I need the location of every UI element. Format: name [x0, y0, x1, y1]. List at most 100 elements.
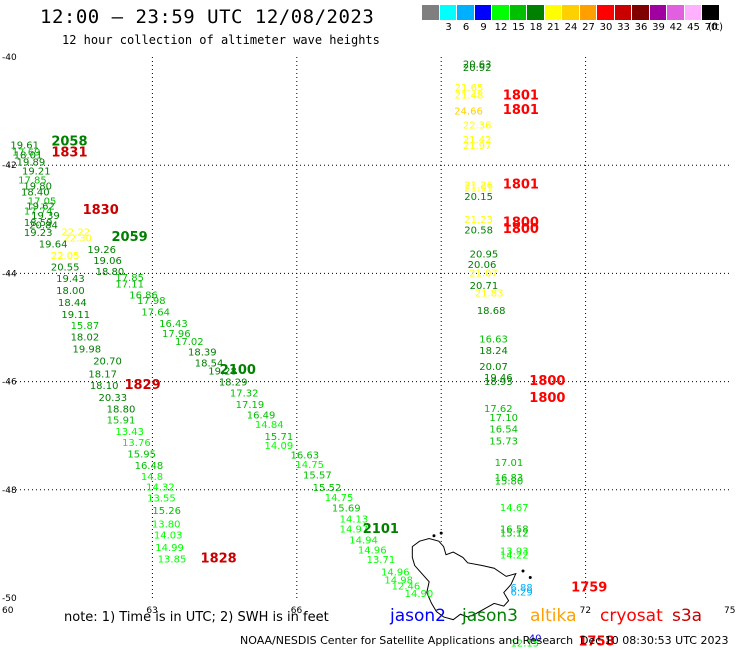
wave-height-value: 15.87: [71, 321, 100, 332]
scale-swatch: [527, 5, 545, 20]
wave-height-value: 20.15: [464, 192, 493, 203]
legend-jason3: jason3: [462, 606, 518, 626]
wave-height-value: 14.67: [500, 503, 529, 514]
scale-swatch: [492, 5, 510, 20]
wave-height-value: 15.95: [127, 449, 156, 460]
wave-height-value: 16.48: [135, 461, 164, 472]
scale-swatch: [579, 5, 597, 20]
wave-height-value: 13.76: [122, 438, 151, 449]
pass-time-label: 2059: [111, 230, 147, 245]
wave-height-value: 17.19: [236, 400, 265, 411]
wave-height-value: 13.85: [158, 554, 187, 565]
wave-height-value: 21.91: [464, 184, 493, 195]
wave-height-value: 19.46: [484, 373, 513, 384]
wave-height-value: 20.92: [463, 63, 492, 74]
scale-swatch: [614, 5, 632, 20]
island-landmass: [411, 537, 517, 621]
scale-label: 33: [617, 22, 630, 33]
wave-height-value: 15.52: [313, 483, 342, 494]
scale-label: 27: [582, 22, 595, 33]
wave-height-value: 14.75: [325, 493, 354, 504]
wave-height-value: 40: [529, 633, 542, 644]
wave-height-value: 14.13: [340, 514, 369, 525]
pass-time-label: 1800: [503, 222, 539, 237]
wave-height-value: 17.74: [24, 206, 53, 217]
wave-height-value: 17.98: [137, 296, 166, 307]
lon-tick-label: 72: [580, 606, 591, 616]
wave-height-value: 12.15: [511, 639, 540, 650]
wave-height-value: 17.96: [162, 329, 191, 340]
wave-height-value: 20.07: [479, 362, 508, 373]
scale-swatch: [632, 5, 650, 20]
wave-height-value: 22.30: [63, 233, 92, 244]
wave-height-value: 14.8: [141, 472, 163, 483]
wave-height-value: 19.43: [56, 274, 85, 285]
pass-time-label: 1801: [503, 177, 539, 192]
wave-height-value: 21.23: [464, 215, 493, 226]
pass-time-label: 1830: [83, 203, 119, 218]
wave-height-value: 18.39: [188, 348, 217, 359]
wave-height-value: 15.69: [332, 503, 361, 514]
wave-height-value: 14.97: [340, 525, 369, 536]
pass-time-label: 1801: [503, 89, 539, 104]
pass-time-label: 1758: [578, 635, 614, 650]
lat-tick-label: -44: [2, 269, 17, 279]
wave-height-value: 21.42: [463, 135, 492, 146]
wave-height-value: 16.49: [247, 410, 276, 421]
islet: [521, 569, 525, 573]
wave-height-value: 19.98: [72, 344, 101, 355]
wave-height-value: 20.06: [468, 260, 497, 271]
lon-tick-label: 60: [2, 606, 14, 616]
scale-swatch: [544, 5, 562, 20]
wave-height-value: 14.75: [295, 460, 324, 471]
scale-swatch: [439, 5, 457, 20]
pass-time-label: 1801: [503, 103, 539, 118]
wave-height-value: 20.33: [98, 393, 127, 404]
wave-height-value: 16.83: [495, 473, 524, 484]
lat-tick-label: -46: [2, 378, 17, 388]
wave-height-value: 14.09: [265, 441, 294, 452]
wave-height-value: 19.11: [61, 310, 90, 321]
lon-tick-label: 75: [724, 606, 735, 616]
wave-height-value: 13.80: [152, 520, 181, 531]
legend-cryosat: cryosat: [600, 606, 663, 626]
wave-height-value: 18.02: [71, 332, 100, 343]
wave-height-value: 15.57: [303, 470, 332, 481]
wave-height-value: 19.64: [39, 239, 68, 250]
pass-time-label: 1800: [529, 374, 565, 389]
wave-height-value: 21.65: [455, 83, 484, 94]
legend-altika: altika: [530, 606, 577, 626]
legend-jason2: jason2: [390, 606, 446, 626]
lon-tick-label: 63: [146, 606, 157, 616]
scale-label: 6: [462, 22, 470, 33]
wave-height-value: 13.93: [500, 547, 529, 558]
wave-height-value: 21.07: [469, 269, 498, 280]
wave-height-value: 15.80: [495, 476, 524, 487]
wave-height-value: 19.28: [208, 367, 237, 378]
wave-height-value: 14.94: [349, 535, 378, 546]
wave-height-value: 17.69: [12, 147, 41, 158]
wave-height-value: 18.93: [484, 377, 513, 388]
wave-height-value: 19.89: [17, 158, 46, 169]
scale-label: 21: [547, 22, 560, 33]
wave-height-value: 22.22: [61, 228, 90, 239]
wave-height-value: 14.84: [255, 420, 284, 431]
wave-height-value: 14.90: [405, 589, 434, 600]
wave-height-value: 24.66: [454, 106, 483, 117]
wave-height-value: 15.73: [489, 436, 518, 447]
wave-height-value: 19.26: [87, 245, 116, 256]
wave-height-value: 19.39: [31, 211, 60, 222]
scale-swatch: [474, 5, 492, 20]
scale-swatch: [509, 5, 527, 20]
footer-timestamp: Dec 10 08:30:53 UTC 2023: [580, 634, 729, 647]
scale-label: 12: [494, 22, 508, 33]
wave-height-value: 20.58: [464, 225, 493, 236]
wave-height-value: 15.26: [152, 506, 181, 517]
wave-height-value: 15.71: [265, 432, 294, 443]
scale-label: 36: [634, 22, 648, 33]
scale-swatch: [667, 5, 685, 20]
scale-swatch: [649, 5, 667, 20]
legend-s3a: s3a: [672, 606, 703, 626]
pass-time-label: 1828: [201, 551, 237, 566]
wave-height-value: 13.55: [147, 494, 176, 505]
